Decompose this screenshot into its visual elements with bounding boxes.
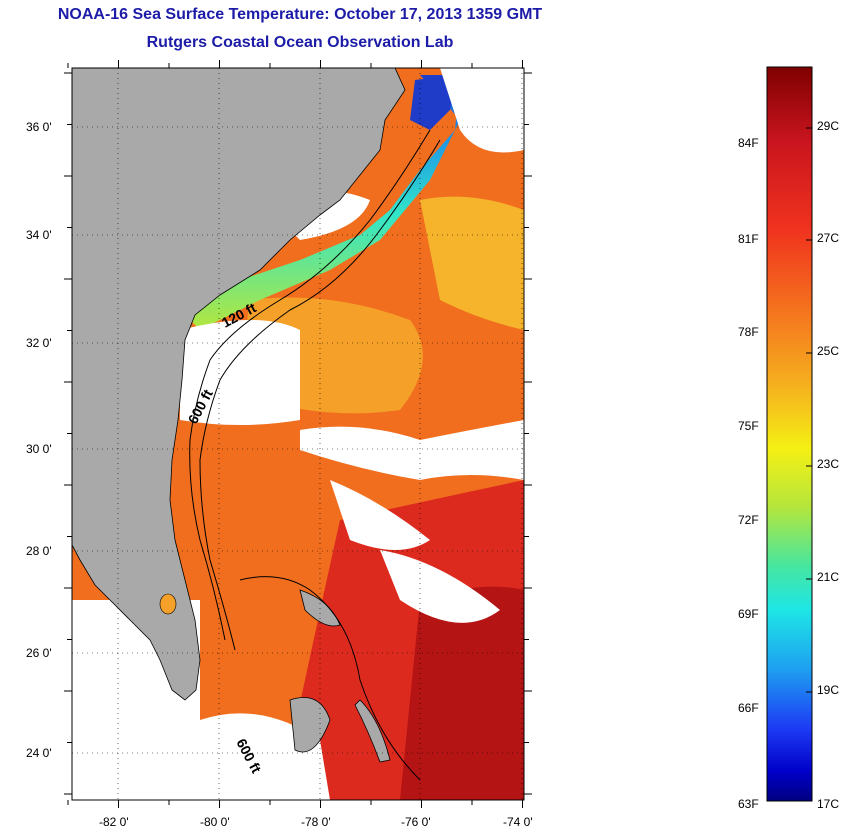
colorbar-f-81: 81F	[738, 232, 759, 246]
land-bahamas-abaco	[299, 589, 341, 627]
cloud-mask-band-2	[330, 480, 430, 550]
contour-120ft	[189, 129, 431, 641]
colorbar-f-69: 69F	[738, 607, 759, 621]
colorbar-f-63: 63F	[738, 797, 759, 811]
colorbar-ticks	[806, 127, 812, 693]
cloud-mask-band-3	[380, 550, 500, 623]
colorbar-c-23: 23C	[817, 457, 839, 471]
lat-label-30: 30 0'	[26, 442, 52, 456]
colorbar-c-21: 21C	[817, 570, 839, 584]
colorbar-c-19: 19C	[817, 683, 839, 697]
land-us-east-coast	[72, 68, 406, 701]
lon-grid	[117, 68, 523, 800]
colorbar-f-78: 78F	[738, 325, 759, 339]
contour-bahamas	[239, 576, 421, 781]
lon-label-74: -74 0'	[503, 815, 533, 829]
colorbar	[766, 66, 813, 802]
sst-field	[72, 68, 524, 800]
lat-label-34: 34 0'	[26, 228, 52, 242]
colorbar-f-84: 84F	[738, 136, 759, 150]
axis-ticks	[64, 60, 532, 808]
sst-coldest-patch	[410, 75, 455, 130]
lat-label-24: 24 0'	[26, 746, 52, 760]
colorbar-c-29: 29C	[817, 119, 839, 133]
sst-cold-coastal-band	[190, 75, 460, 330]
sst-mid-patch	[420, 196, 524, 330]
lat-label-36: 36 0'	[26, 120, 52, 134]
lake-okeechobee	[159, 593, 177, 615]
lon-label-76: -76 0'	[401, 815, 431, 829]
lat-label-32: 32 0'	[26, 336, 52, 350]
colorbar-f-75: 75F	[738, 419, 759, 433]
colorbar-f-72: 72F	[738, 513, 759, 527]
map-title: NOAA-16 Sea Surface Temperature: October…	[57, 6, 543, 23]
colorbar-f-66: 66F	[738, 701, 759, 715]
lat-grid	[72, 126, 524, 754]
sst-hottest-region	[400, 586, 524, 800]
lon-label-80: -80 0'	[200, 815, 230, 829]
colorbar-c-27: 27C	[817, 231, 839, 245]
lat-label-28: 28 0'	[26, 544, 52, 558]
land-bahamas-long-island	[354, 699, 391, 763]
colorbar-c-25: 25C	[817, 344, 839, 358]
lat-label-26: 26 0'	[26, 646, 52, 660]
lon-label-82: -82 0'	[99, 815, 129, 829]
cloud-mask-ne	[440, 68, 524, 153]
contour-600ft	[199, 139, 441, 651]
map-subtitle: Rutgers Coastal Ocean Observation Lab	[146, 34, 454, 51]
cloud-mask-band-1	[300, 420, 524, 480]
cloud-mask-shelf	[180, 320, 300, 425]
lon-label-78: -78 0'	[301, 815, 331, 829]
colorbar-c-17: 17C	[817, 797, 839, 811]
